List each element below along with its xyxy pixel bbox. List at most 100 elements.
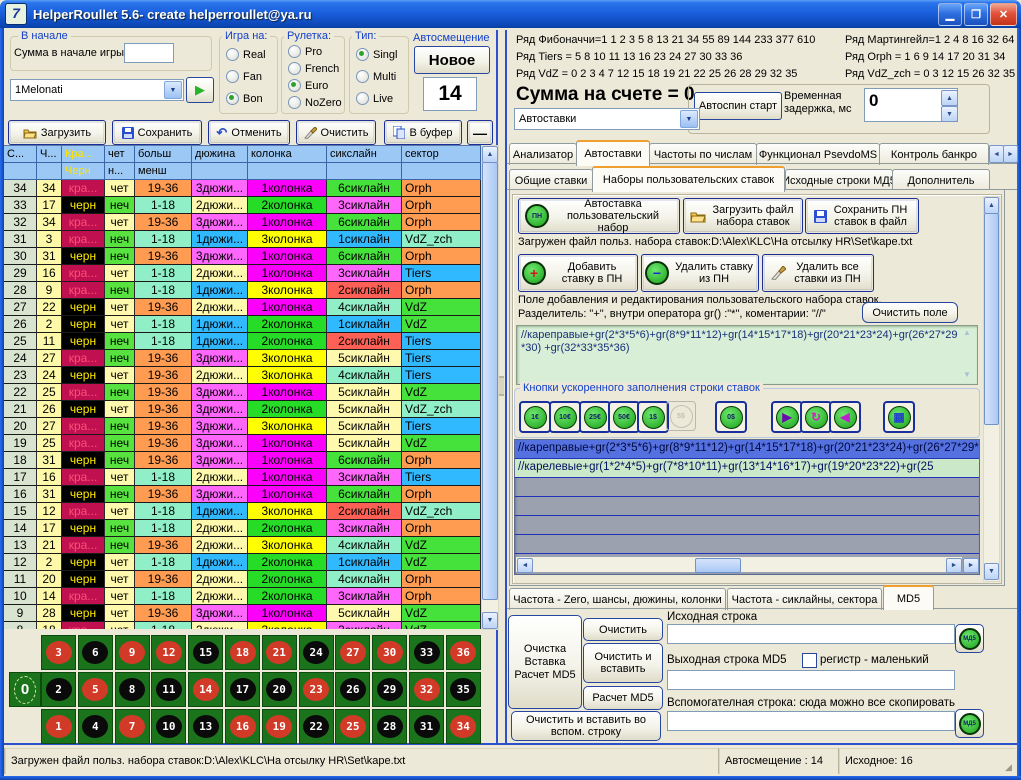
close-button[interactable]: ✕: [990, 2, 1017, 26]
tab-autobets[interactable]: Автоставки: [576, 140, 650, 166]
table-scroll-up-icon[interactable]: ▲: [482, 146, 498, 163]
back-arrow-icon-button[interactable]: ◀: [829, 401, 861, 433]
radio-bon[interactable]: Bon: [226, 92, 263, 105]
roulette-cell-3[interactable]: 3: [41, 635, 76, 670]
delete-all-bets-button[interactable]: Удалить все ставки из ПН: [762, 254, 874, 292]
roulette-cell-17[interactable]: 17: [225, 671, 260, 707]
table-row[interactable]: 22 25 кра... неч 19-36 3дюжи... 1колонка 5сикла…: [4, 384, 481, 401]
roulette-cell-32[interactable]: 32: [409, 671, 444, 707]
clear-button[interactable]: Очистить: [296, 120, 376, 145]
panel-scroll-up-icon[interactable]: ▲: [984, 197, 999, 214]
tab-md5-source[interactable]: Исходные строки МД5: [785, 169, 893, 191]
roulette-cell-15[interactable]: 15: [188, 635, 224, 670]
chevron-down-icon[interactable]: ▼: [164, 81, 182, 99]
md5-output-input[interactable]: [667, 670, 955, 690]
table-row[interactable]: 23 24 черн чет 19-36 2дюжи... 3колонка 4сиклайн…: [4, 367, 481, 384]
roulette-cell-8[interactable]: 8: [114, 671, 150, 707]
betlist-scroll-right-icon[interactable]: ►: [946, 558, 962, 573]
bet-list-item[interactable]: //кареправые+gr(2*3*5*6)+gr(8*9*11*12)+g…: [515, 440, 979, 459]
roulette-cell-5[interactable]: 5: [77, 671, 113, 707]
table-row[interactable]: 13 21 кра... неч 19-36 2дюжи... 3колонка 4сикла…: [4, 537, 481, 554]
save-button[interactable]: Сохранить: [112, 120, 202, 145]
load-button[interactable]: Загрузить: [8, 120, 106, 145]
play-icon-button[interactable]: ▶: [771, 401, 803, 433]
roulette-cell-33[interactable]: 33: [409, 635, 444, 670]
betlist-hscroll-thumb[interactable]: [695, 558, 741, 573]
delay-spin-down-icon[interactable]: ▼: [941, 106, 958, 122]
roulette-cell-24[interactable]: 24: [298, 635, 334, 670]
roulette-cell-21[interactable]: 21: [261, 635, 297, 670]
to-buffer-button[interactable]: В буфер: [384, 120, 462, 145]
bet-list-empty-row[interactable]: [515, 478, 979, 497]
md5-run-button[interactable]: МД5: [955, 624, 984, 653]
roulette-cell-20[interactable]: 20: [261, 671, 297, 707]
md5-source-input[interactable]: [667, 624, 955, 644]
roulette-cell-22[interactable]: 22: [298, 708, 334, 744]
tab-md5[interactable]: MD5: [883, 585, 934, 610]
radio-euro[interactable]: Euro: [288, 79, 328, 92]
table-row[interactable]: 19 25 кра... неч 19-36 3дюжи... 1колонка 5сикла…: [4, 435, 481, 452]
table-row[interactable]: 9 28 черн чет 19-36 3дюжи... 1колонка 5сиклайн V…: [4, 605, 481, 622]
roulette-cell-29[interactable]: 29: [372, 671, 408, 707]
radio-real[interactable]: Real: [226, 48, 266, 61]
tab-psevdoms[interactable]: Функционал PsevdoMS: [756, 143, 880, 165]
title-bar[interactable]: 7 HelperRoullet 5.6- create helperroulle…: [0, 0, 1021, 28]
table-row[interactable]: 28 9 кра... неч 1-18 1дюжи... 3колонка 2сиклайн…: [4, 282, 481, 299]
md5-aux-input[interactable]: [667, 711, 955, 731]
radio-fan[interactable]: Fan: [226, 70, 262, 83]
autobet-user-set-button[interactable]: ПН Автоставка пользовательский набор: [518, 198, 680, 234]
autobets-combobox[interactable]: Автоставки ▼: [514, 108, 700, 130]
bet-list-item[interactable]: //карелевые+gr(1*2*4*5)+gr(7*8*10*11)+gr…: [515, 459, 979, 478]
chip-25€-button[interactable]: 25€: [579, 401, 611, 433]
roulette-cell-28[interactable]: 28: [372, 708, 408, 744]
undo-button[interactable]: ↶ Отменить: [208, 120, 290, 145]
table-row[interactable]: 16 31 черн неч 19-36 3дюжи... 1колонка 6сиклайн…: [4, 486, 481, 503]
roulette-cell-0[interactable]: 0: [9, 672, 41, 707]
run-profile-button[interactable]: ▶: [186, 77, 214, 103]
tab-scroll-right-icon[interactable]: ►: [1003, 145, 1018, 163]
roulette-cell-35[interactable]: 35: [445, 671, 481, 707]
table-row[interactable]: 11 20 черн чет 19-36 2дюжи... 2колонка 4сиклайн…: [4, 571, 481, 588]
roulette-cell-10[interactable]: 10: [151, 708, 187, 744]
roulette-cell-25[interactable]: 25: [335, 708, 371, 744]
radio-singl[interactable]: Singl: [356, 48, 397, 61]
md5-clear-paste-aux-button[interactable]: Очистить и вставить во вспом. строку: [511, 711, 661, 741]
tab-frequencies[interactable]: Частоты по числам: [649, 143, 757, 165]
roulette-cell-27[interactable]: 27: [335, 635, 371, 670]
roulette-cell-13[interactable]: 13: [188, 708, 224, 744]
refresh-icon-button[interactable]: ↻: [800, 401, 832, 433]
table-row[interactable]: 24 27 кра... неч 19-36 3дюжи... 3колонка 5сикла…: [4, 350, 481, 367]
chip-0$-button[interactable]: 0$: [715, 401, 747, 433]
bet-edit-textarea[interactable]: //кареправые+gr(2*3*5*6)+gr(8*9*11*12)+g…: [516, 325, 978, 385]
table-row[interactable]: 15 12 кра... чет 1-18 1дюжи... 3колонка 2сиклай…: [4, 503, 481, 520]
tab-user-bet-sets[interactable]: Наборы пользовательских ставок: [592, 166, 785, 192]
roulette-cell-19[interactable]: 19: [261, 708, 297, 744]
clear-field-button[interactable]: Очистить поле: [862, 302, 958, 323]
bet-list-empty-row[interactable]: [515, 497, 979, 516]
collapse-button[interactable]: —: [467, 120, 493, 145]
load-bet-file-button[interactable]: Загрузить файл набора ставок: [683, 198, 803, 234]
resize-grip[interactable]: ◢: [1005, 762, 1013, 772]
roulette-cell-14[interactable]: 14: [188, 671, 224, 707]
new-button[interactable]: Новое: [414, 46, 490, 74]
table-row[interactable]: 30 31 черн неч 19-36 3дюжи... 1колонка 6сиклайн…: [4, 248, 481, 265]
radio-french[interactable]: French: [288, 62, 339, 75]
radio-live[interactable]: Live: [356, 92, 393, 105]
start-sum-input[interactable]: [124, 43, 174, 63]
table-row[interactable]: 10 14 кра... чет 1-18 2дюжи... 2колонка 3сиклай…: [4, 588, 481, 605]
roulette-cell-23[interactable]: 23: [298, 671, 334, 707]
save-bet-file-button[interactable]: Сохранить ПН ставок в файл: [805, 198, 919, 234]
table-scroll-down-icon[interactable]: ▼: [482, 612, 498, 629]
chip-1$-button[interactable]: 1$: [637, 401, 669, 433]
delete-bet-button[interactable]: − Удалить ставку из ПН: [641, 254, 759, 292]
roulette-cell-16[interactable]: 16: [225, 708, 260, 744]
tab-analyzer[interactable]: Анализатор: [509, 143, 577, 165]
tab-scroll-left-icon[interactable]: ◄: [989, 145, 1004, 163]
tab-frequency-sixline[interactable]: Частота - сиклайны, сектора: [727, 588, 882, 610]
table-row[interactable]: 25 11 черн неч 1-18 1дюжи... 2колонка 2сиклайн T…: [4, 333, 481, 350]
table-row[interactable]: 34 34 кра... чет 19-36 3дюжи... 1колонка 6сикла…: [4, 180, 481, 197]
md5-calc-button[interactable]: Расчет MD5: [583, 686, 663, 710]
panel-scroll-thumb[interactable]: [984, 213, 999, 425]
chip-50€-button[interactable]: 50€: [608, 401, 640, 433]
table-scroll-thumb[interactable]: [482, 162, 498, 600]
